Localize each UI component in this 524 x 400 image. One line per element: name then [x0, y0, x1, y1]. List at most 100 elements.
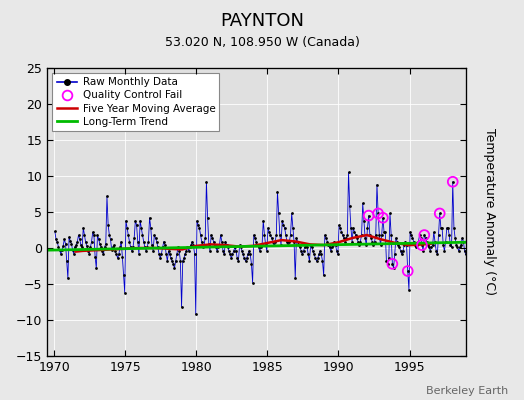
Point: [97, 244, 105, 250]
Point: [175, 248, 183, 254]
Point: [113, 255, 122, 261]
Point: [374, 210, 383, 217]
Point: [123, 225, 132, 231]
Point: [253, 242, 261, 248]
Point: [291, 275, 299, 282]
Point: [265, 229, 274, 235]
Point: [353, 235, 361, 241]
Point: [331, 242, 340, 248]
Point: [252, 238, 260, 245]
Point: [193, 218, 201, 224]
Point: [388, 261, 397, 267]
Point: [170, 265, 179, 271]
Point: [168, 258, 176, 264]
Point: [131, 218, 139, 224]
Point: [133, 222, 141, 228]
Point: [189, 242, 198, 248]
Point: [176, 258, 184, 264]
Point: [84, 248, 92, 254]
Point: [96, 240, 104, 247]
Point: [72, 242, 80, 248]
Point: [456, 244, 464, 250]
Point: [152, 238, 161, 245]
Point: [220, 251, 228, 258]
Point: [316, 248, 324, 254]
Point: [239, 251, 247, 258]
Point: [335, 222, 343, 228]
Point: [421, 235, 430, 241]
Point: [430, 229, 438, 235]
Point: [426, 248, 434, 254]
Point: [269, 238, 277, 245]
Point: [392, 235, 400, 241]
Point: [336, 225, 344, 231]
Point: [356, 238, 365, 245]
Point: [372, 232, 380, 238]
Point: [413, 242, 421, 248]
Point: [216, 232, 225, 238]
Point: [288, 210, 296, 217]
Point: [60, 236, 69, 242]
Point: [92, 265, 101, 271]
Point: [355, 242, 363, 248]
Point: [116, 244, 124, 250]
Point: [251, 235, 259, 241]
Point: [276, 232, 284, 238]
Point: [240, 255, 248, 261]
Point: [294, 242, 303, 248]
Point: [411, 242, 419, 248]
Point: [434, 232, 443, 238]
Point: [211, 242, 219, 248]
Text: PAYNTON: PAYNTON: [220, 12, 304, 30]
Point: [122, 218, 130, 224]
Point: [156, 255, 165, 261]
Point: [324, 242, 333, 248]
Point: [283, 238, 291, 245]
Point: [446, 242, 454, 248]
Point: [227, 255, 235, 261]
Point: [158, 244, 167, 250]
Point: [266, 232, 275, 238]
Point: [264, 225, 272, 231]
Point: [117, 238, 125, 245]
Point: [130, 235, 138, 241]
Point: [449, 178, 457, 185]
Point: [388, 261, 397, 267]
Point: [278, 218, 287, 224]
Point: [271, 238, 279, 245]
Point: [104, 222, 112, 228]
Point: [98, 248, 106, 254]
Point: [70, 250, 78, 257]
Point: [375, 232, 384, 238]
Point: [90, 232, 98, 238]
Point: [349, 225, 357, 231]
Point: [366, 232, 374, 238]
Point: [226, 251, 234, 258]
Point: [422, 238, 431, 245]
Point: [200, 242, 208, 248]
Point: [128, 248, 136, 254]
Point: [81, 239, 90, 246]
Point: [233, 255, 242, 261]
Point: [71, 243, 79, 250]
Point: [438, 225, 446, 231]
Point: [112, 251, 121, 258]
Point: [275, 210, 283, 217]
Point: [299, 248, 308, 254]
Point: [361, 235, 369, 241]
Point: [387, 232, 395, 238]
Point: [382, 258, 390, 264]
Point: [311, 255, 320, 261]
Point: [439, 242, 447, 248]
Point: [290, 238, 298, 245]
Point: [424, 242, 432, 248]
Point: [140, 244, 149, 250]
Point: [224, 244, 232, 250]
Point: [242, 258, 250, 264]
Point: [452, 242, 461, 248]
Point: [73, 238, 82, 245]
Point: [279, 222, 288, 228]
Point: [443, 225, 451, 231]
Point: [418, 242, 426, 248]
Point: [345, 203, 354, 210]
